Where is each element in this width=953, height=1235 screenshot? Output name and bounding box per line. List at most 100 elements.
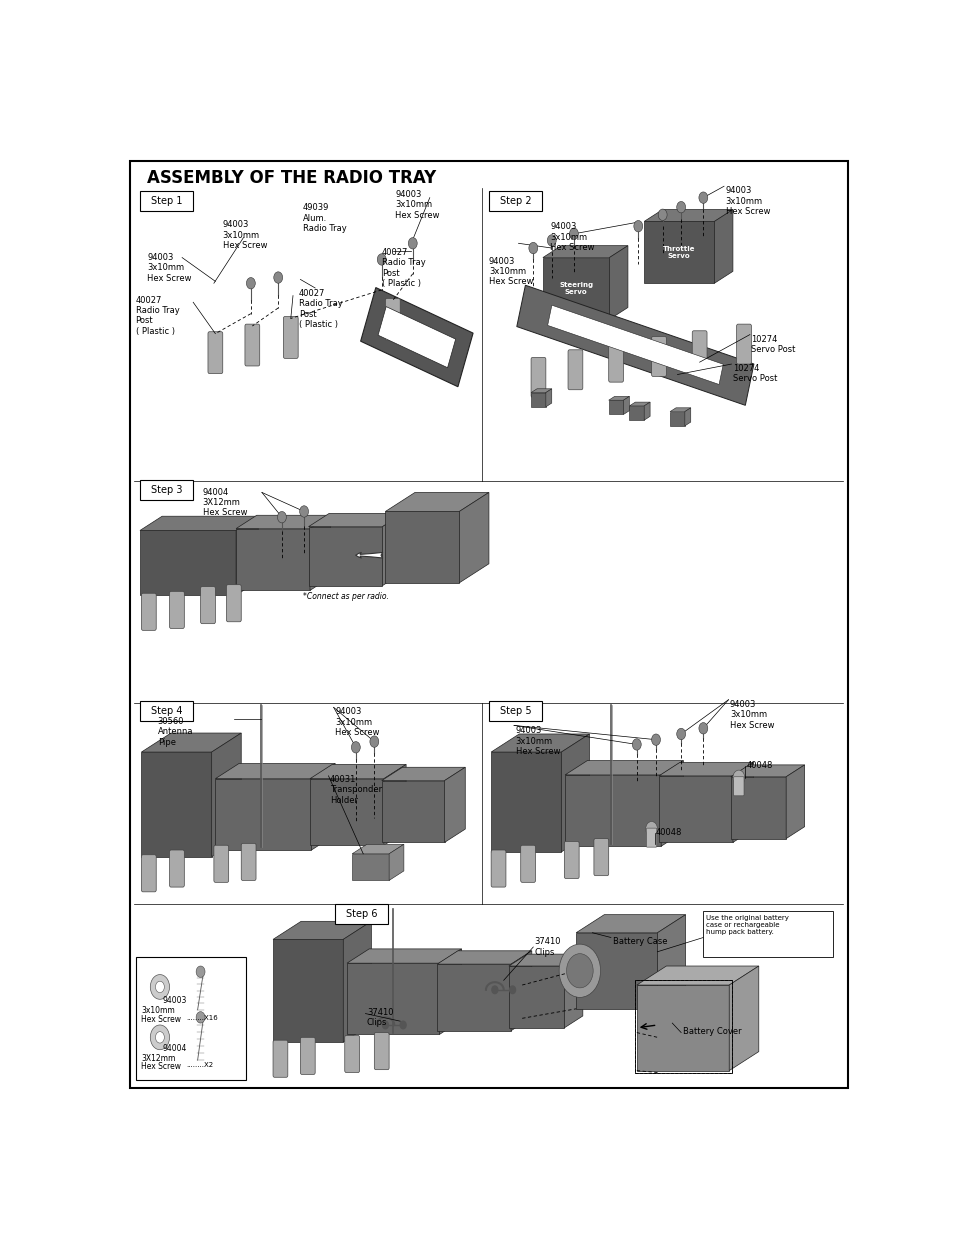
Polygon shape [659,776,732,842]
Polygon shape [385,511,459,583]
Text: ........X16: ........X16 [186,1014,217,1020]
Polygon shape [576,915,685,932]
FancyBboxPatch shape [491,850,505,887]
Polygon shape [310,779,383,845]
Polygon shape [732,762,753,842]
Polygon shape [785,764,803,839]
Polygon shape [669,411,684,426]
Circle shape [151,974,170,999]
Polygon shape [235,529,310,590]
Polygon shape [517,285,753,405]
FancyBboxPatch shape [273,1040,288,1077]
Polygon shape [140,531,235,595]
Polygon shape [436,951,531,965]
Text: 40027
Radio Tray
Post
( Plastic ): 40027 Radio Tray Post ( Plastic ) [135,295,179,336]
Polygon shape [308,526,382,585]
Polygon shape [310,764,406,779]
Text: 94004
3X12mm
Hex Screw: 94004 3X12mm Hex Screw [203,488,247,517]
Text: 40031
Transponder
Holder: 40031 Transponder Holder [330,774,382,805]
FancyBboxPatch shape [736,324,751,364]
Circle shape [196,966,205,977]
Text: 3x10mm: 3x10mm [141,1007,175,1015]
Text: Step 4: Step 4 [151,705,182,716]
Polygon shape [215,763,335,779]
Polygon shape [637,966,758,986]
Text: Step 3: Step 3 [151,485,182,495]
Polygon shape [508,955,582,966]
Circle shape [246,278,255,289]
FancyBboxPatch shape [213,845,229,882]
Polygon shape [347,948,461,963]
Circle shape [492,986,497,994]
Circle shape [351,741,360,753]
Polygon shape [564,761,682,774]
FancyBboxPatch shape [170,850,184,887]
Polygon shape [491,734,589,752]
Text: 37410
Clips: 37410 Clips [367,1008,393,1028]
Bar [335,904,388,924]
FancyBboxPatch shape [520,845,535,882]
Circle shape [155,1031,164,1044]
Bar [634,981,731,1073]
Text: 40048: 40048 [656,829,681,837]
Polygon shape [235,516,258,595]
Polygon shape [643,403,649,420]
Text: 94003
3x10mm
Hex Screw: 94003 3x10mm Hex Screw [550,222,594,252]
Text: Battery Case: Battery Case [613,937,667,946]
Polygon shape [576,932,657,1009]
Polygon shape [385,493,488,511]
FancyBboxPatch shape [141,593,156,630]
Circle shape [370,736,378,747]
Polygon shape [381,767,465,781]
Text: Hex Screw: Hex Screw [141,1062,181,1071]
Text: Battery Cover: Battery Cover [682,1026,740,1036]
Polygon shape [308,514,403,526]
Polygon shape [444,767,465,842]
Polygon shape [511,951,531,1031]
Circle shape [676,729,685,740]
Polygon shape [531,389,551,393]
Polygon shape [382,514,403,585]
Bar [488,700,541,721]
Text: 94003
3x10mm
Hex Screw: 94003 3x10mm Hex Screw [222,221,267,251]
Text: *Connect as per radio.: *Connect as per radio. [302,593,388,601]
Polygon shape [542,246,627,258]
Polygon shape [547,305,722,384]
Polygon shape [352,853,389,881]
Polygon shape [637,986,728,1071]
Text: Step 2: Step 2 [499,196,531,206]
Circle shape [658,209,666,221]
Polygon shape [629,406,643,420]
FancyBboxPatch shape [245,324,259,366]
Text: 10274
Servo Post: 10274 Servo Post [751,335,795,354]
Circle shape [732,771,744,785]
FancyBboxPatch shape [651,336,665,377]
Circle shape [651,734,659,746]
Polygon shape [730,777,785,839]
Polygon shape [212,734,241,857]
Polygon shape [560,734,589,852]
Text: 49039
Alum.
Radio Tray: 49039 Alum. Radio Tray [302,204,346,233]
Polygon shape [381,781,444,842]
Circle shape [151,1025,170,1050]
Polygon shape [273,921,371,940]
Polygon shape [377,306,456,368]
Text: ........X2: ........X2 [186,1062,213,1068]
Polygon shape [311,763,335,850]
Text: 40048: 40048 [745,761,772,769]
Circle shape [509,986,515,994]
Circle shape [400,1021,406,1029]
Text: Hex Screw: Hex Screw [141,1014,181,1024]
Polygon shape [273,940,343,1042]
FancyBboxPatch shape [531,357,545,398]
Text: Step 5: Step 5 [499,705,531,716]
Text: 94003
3x10mm
Hex Screw: 94003 3x10mm Hex Screw [724,186,769,216]
Text: 94003: 94003 [162,997,187,1005]
Bar [140,700,193,721]
Text: ASSEMBLY OF THE RADIO TRAY: ASSEMBLY OF THE RADIO TRAY [147,169,436,188]
Bar [488,191,541,211]
Polygon shape [140,516,258,531]
Text: 37410
Clips: 37410 Clips [535,937,560,957]
Polygon shape [542,258,609,320]
Polygon shape [347,963,439,1035]
